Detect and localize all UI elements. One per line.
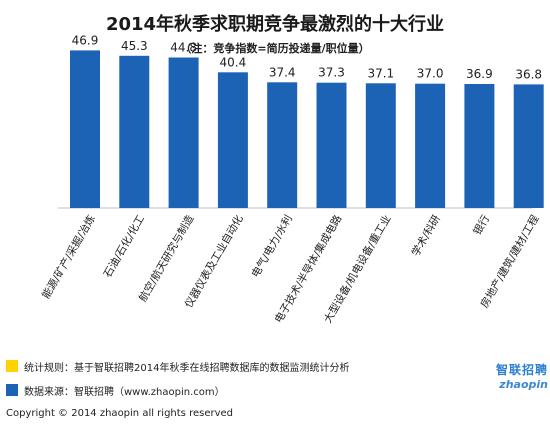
bars-group	[70, 50, 544, 209]
value-label-7: 37.1	[367, 66, 394, 80]
bar-9	[464, 84, 495, 208]
copyright-text: Copyright © 2014 zhaopin all rights rese…	[6, 408, 234, 419]
footer-source-row: 数据来源：智联招聘（www.zhaopin.com）	[6, 383, 225, 398]
logo-text: 智联招聘	[495, 363, 548, 377]
category-label-9: 银行	[470, 212, 492, 237]
bar-chart: 46.9 45.3 44.8 40.4 37.4 37.3 37.1 37.0 36.9 36.8…	[39, 33, 544, 325]
chart-subtitle: （注：竞争指数=简历投递量/职位量）	[180, 42, 370, 55]
source-swatch	[6, 384, 18, 396]
logo-subtext: zhaopin	[499, 378, 548, 391]
value-label-4: 40.4	[220, 55, 247, 69]
footer-rule-text: 统计规则：基于智联招聘2014年秋季在线招聘数据库的数据监测统计分析	[24, 362, 350, 374]
value-label-1: 46.9	[72, 33, 99, 47]
category-labels-group: 能源/矿产/采掘/冶炼 石油/石化/化工航空/航天研究与制造仪器仪表及工业自动化电…	[39, 212, 542, 325]
chart-title: 2014年秋季求职期竞争最激烈的十大行业	[105, 14, 445, 35]
value-label-5: 37.4	[269, 65, 296, 79]
rule-swatch	[6, 360, 18, 372]
bar-7	[365, 83, 396, 208]
footer-source-text: 数据来源：智联招聘（www.zhaopin.com）	[24, 386, 225, 398]
bar-8	[415, 83, 446, 208]
bar-4	[217, 72, 248, 208]
category-label-8: 学术/科研	[409, 212, 443, 258]
category-label-5: 电气/电力/水利	[249, 213, 295, 280]
zhaopin-logo: 智联招聘 zhaopin	[462, 361, 548, 401]
value-label-9: 36.9	[466, 67, 493, 81]
bar-3	[168, 57, 199, 208]
value-label-8: 37.0	[417, 67, 444, 81]
category-label-3: 航空/航天研究与制造	[136, 212, 197, 304]
category-label-2: 石油/石化/化工	[101, 213, 147, 280]
footer-rule-row: 统计规则：基于智联招聘2014年秋季在线招聘数据库的数据监测统计分析	[6, 359, 350, 374]
value-label-10: 36.8	[515, 67, 542, 81]
bar-5	[267, 82, 298, 208]
bar-1	[70, 50, 100, 209]
bar-10	[513, 84, 544, 208]
value-label-6: 37.3	[318, 66, 345, 80]
value-labels-group: 46.9 45.3 44.8 40.4 37.4 37.3 37.1 37.0 36.9 36.8	[72, 33, 542, 81]
value-label-3: 44.8	[170, 41, 197, 55]
bar-2	[119, 55, 150, 208]
value-label-2: 45.3	[121, 39, 148, 53]
bar-6	[316, 82, 347, 208]
category-label-1: 能源/矿产/采掘/冶炼	[39, 212, 98, 301]
